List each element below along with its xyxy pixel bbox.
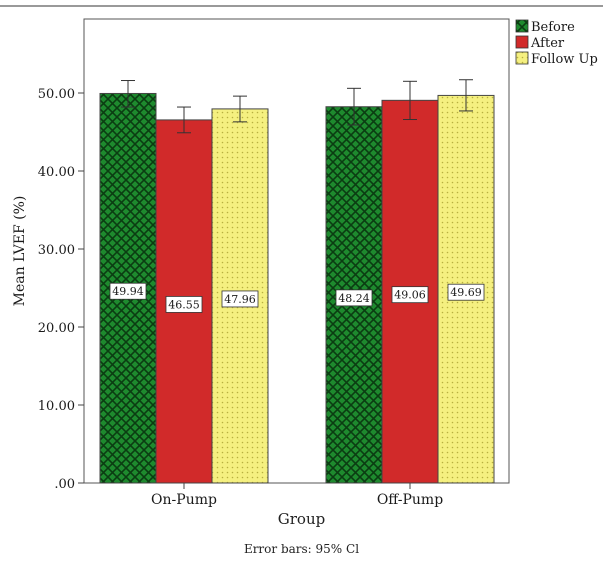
y-axis-title: Mean LVEF (%) bbox=[12, 196, 28, 307]
y-tick-label: 30.00 bbox=[38, 243, 75, 258]
y-tick-label: 10.00 bbox=[38, 399, 75, 414]
bar bbox=[325, 106, 383, 484]
y-tick-label: 40.00 bbox=[38, 165, 75, 180]
bars bbox=[99, 92, 495, 484]
data-label-box bbox=[109, 282, 147, 300]
x-tick-label: Off-Pump bbox=[377, 492, 443, 508]
error-bars bbox=[121, 79, 473, 134]
legend-swatch bbox=[515, 19, 529, 33]
data-label: 49.06 bbox=[394, 289, 426, 302]
x-tick-label: On-Pump bbox=[151, 492, 217, 508]
data-label-box bbox=[391, 286, 429, 304]
y-tick-label: 20.00 bbox=[38, 321, 75, 336]
data-label-box bbox=[165, 296, 203, 313]
legend-label: Before bbox=[531, 20, 575, 35]
y-tick-label: .00 bbox=[54, 477, 75, 492]
data-label-box bbox=[447, 283, 485, 301]
data-label-box bbox=[335, 289, 373, 307]
y-axis: .00 10.00 20.00 30.00 40.00 50.00 bbox=[38, 87, 84, 492]
error-bars-note: Error bars: 95% Cl bbox=[243, 542, 360, 556]
y-tick-label: 50.00 bbox=[38, 87, 75, 102]
x-axis-title: Group bbox=[277, 510, 326, 528]
legend-label: After bbox=[530, 36, 565, 51]
x-axis: On-Pump Off-Pump bbox=[151, 483, 443, 508]
data-label: 46.55 bbox=[168, 298, 200, 311]
data-label: 49.94 bbox=[112, 285, 144, 298]
data-label: 49.69 bbox=[450, 286, 482, 299]
data-label: 47.96 bbox=[224, 293, 256, 306]
data-label: 48.24 bbox=[338, 292, 370, 305]
data-labels: 49.94 46.55 47.96 48.24 49.06 49.69 bbox=[109, 282, 485, 313]
legend-swatch bbox=[515, 35, 529, 49]
legend-swatch bbox=[515, 51, 529, 65]
data-label-box bbox=[221, 290, 259, 308]
legend-label: Follow Up bbox=[531, 52, 598, 67]
